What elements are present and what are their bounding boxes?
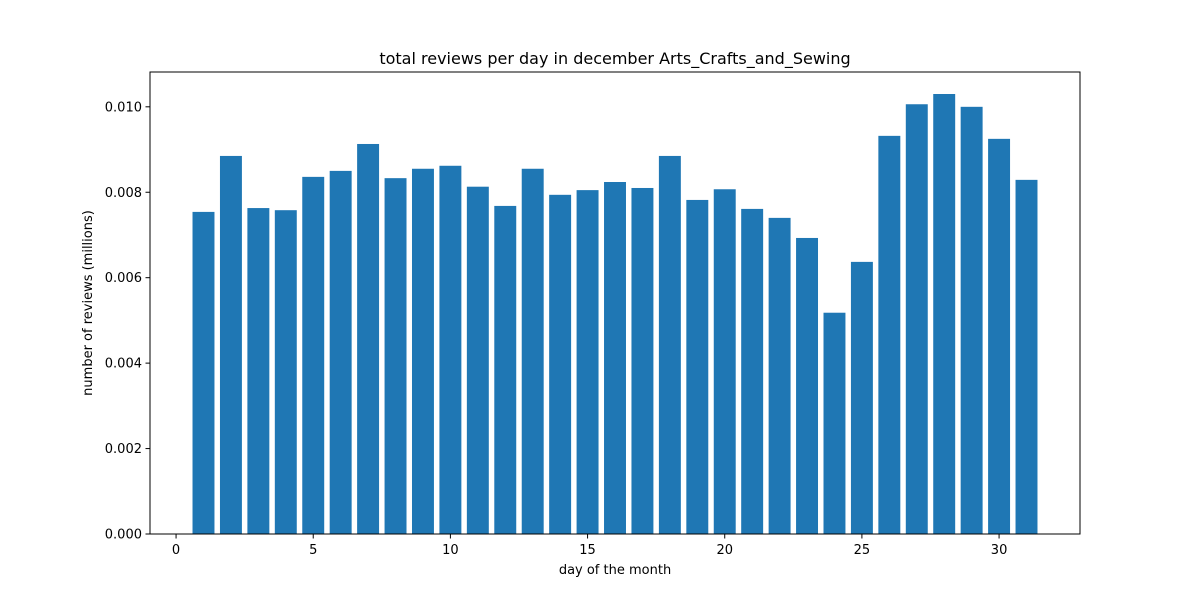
x-axis-ticks: 0 5 10 15 20 25 30 [172,534,1007,558]
y-axis-label: number of reviews (millions) [81,210,96,396]
x-tick-label: 20 [716,543,733,558]
x-tick-label: 0 [172,543,180,558]
y-tick-label: 0.002 [105,442,142,457]
bar-day-15 [576,190,599,534]
bar-day-13 [521,168,544,534]
x-tick-label: 10 [442,543,459,558]
y-tick-label: 0.008 [105,186,142,201]
x-tick-label: 15 [579,543,596,558]
y-tick-label: 0.010 [105,100,142,115]
bar-day-27 [905,104,928,534]
bar-day-10 [439,165,462,534]
bar-day-18 [658,155,681,534]
bar-day-25 [850,261,873,534]
bar-day-4 [274,210,297,534]
bar-day-8 [384,178,407,534]
bar-day-30 [988,138,1011,534]
bar-day-23 [796,237,819,534]
bar-day-5 [302,176,325,534]
bar-day-29 [960,106,983,534]
bar-day-28 [933,94,956,534]
bar-day-3 [247,208,270,534]
x-tick-label: 25 [854,543,871,558]
bar-day-22 [768,217,791,534]
plot-frame [149,71,1081,535]
y-tick-label: 0.004 [105,357,142,372]
bar-day-11 [466,186,489,534]
bar-day-31 [1015,179,1038,535]
bar-day-19 [686,199,709,534]
bar-day-26 [878,135,901,535]
bar-day-9 [411,168,434,534]
bar-day-12 [494,205,517,535]
bar-day-2 [219,155,242,534]
bar-day-17 [631,187,654,535]
bar-day-7 [357,143,380,535]
bar-day-21 [741,208,764,534]
bar-day-1 [192,211,215,534]
bars-layer [192,94,1038,535]
bar-day-16 [604,182,626,534]
y-tick-label: 0.006 [105,271,142,286]
bar-day-20 [713,189,736,534]
y-tick-label: 0.000 [105,528,142,543]
x-tick-label: 30 [991,543,1008,558]
bar-day-14 [549,194,572,534]
x-tick-label: 5 [309,543,317,558]
bar-day-6 [329,170,352,534]
x-axis-label: day of the month [559,563,671,578]
chart-title: total reviews per day in december Arts_C… [379,49,850,69]
y-axis-ticks: 0.000 0.002 0.004 0.006 0.008 0.010 [105,100,150,543]
bar-day-24 [823,312,846,534]
